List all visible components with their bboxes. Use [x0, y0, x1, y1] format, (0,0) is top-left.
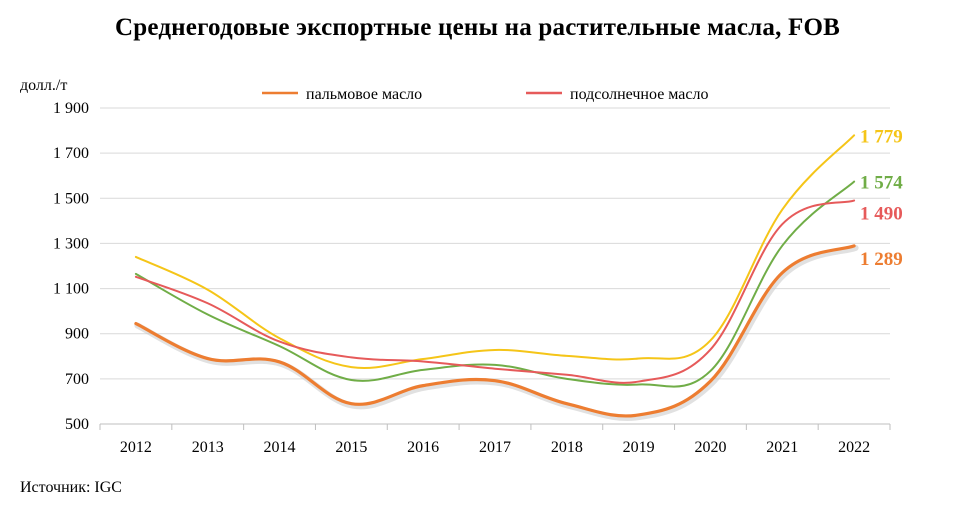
- x-tick-label: 2020: [694, 439, 726, 456]
- y-tick-label: 900: [65, 326, 89, 343]
- end-value-label: 1 289: [860, 249, 903, 270]
- y-tick-label: 1 700: [53, 145, 89, 162]
- x-tick-label: 2017: [479, 439, 511, 456]
- end-value-label: 1 490: [860, 204, 903, 225]
- end-labels: 1 779 1 574 1 490 1 289: [860, 126, 903, 270]
- y-tick-label: 1 500: [53, 190, 89, 207]
- x-tick-label: 2019: [623, 439, 655, 456]
- legend-label: подсолнечное масло: [570, 86, 709, 103]
- end-value-label: 1 779: [860, 126, 903, 147]
- y-axis-label: долл./т: [20, 77, 67, 94]
- x-tick-label: 2014: [264, 439, 296, 456]
- series-line: [134, 180, 856, 388]
- series-line: [134, 244, 856, 418]
- source-note: Источник: IGC: [20, 479, 122, 496]
- legend-label: пальмовое масло: [306, 86, 422, 103]
- y-tick-label: 1 300: [53, 235, 89, 252]
- y-axis: 1 900 1 700 1 500 1 300 1 100 900 700 500: [53, 100, 89, 433]
- x-tick-label: 2013: [192, 439, 224, 456]
- series-lines: [134, 134, 859, 421]
- y-tick-label: 500: [65, 416, 89, 433]
- x-tick-label: 2022: [838, 439, 870, 456]
- legend: пальмовое масло подсолнечное масло: [262, 86, 709, 103]
- y-tick-label: 700: [65, 371, 89, 388]
- x-tick-label: 2018: [551, 439, 583, 456]
- series-line: [134, 199, 856, 384]
- chart-title: Среднегодовые экспортные цены на растите…: [115, 14, 840, 41]
- gridlines: [100, 107, 890, 380]
- x-tick-label: 2015: [335, 439, 367, 456]
- y-tick-label: 1 900: [53, 100, 89, 117]
- x-tick-label: 2016: [407, 439, 439, 456]
- x-axis: 2012 2013 2014 2015 2016 2017 2018 2019 2020 2021…: [99, 423, 891, 456]
- x-tick-label: 2021: [766, 439, 798, 456]
- series-line: [134, 134, 856, 369]
- y-tick-label: 1 100: [53, 281, 89, 298]
- x-tick-label: 2012: [120, 439, 152, 456]
- end-value-label: 1 574: [860, 173, 903, 194]
